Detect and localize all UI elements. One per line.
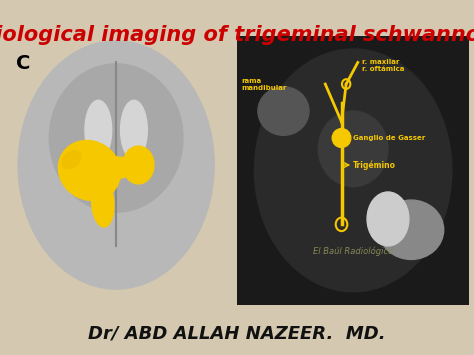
Ellipse shape — [367, 192, 409, 246]
Ellipse shape — [332, 129, 351, 147]
Text: r. maxilar
r. oftámica: r. maxilar r. oftámica — [363, 59, 405, 72]
Ellipse shape — [98, 157, 134, 179]
Text: Radiological imaging of trigeminal schwannoma.: Radiological imaging of trigeminal schwa… — [0, 25, 474, 45]
Ellipse shape — [258, 87, 309, 135]
Ellipse shape — [91, 179, 114, 227]
Ellipse shape — [123, 146, 154, 184]
Ellipse shape — [379, 200, 444, 260]
Ellipse shape — [58, 141, 120, 200]
Text: Ganglio de Gasser: Ganglio de Gasser — [353, 135, 425, 141]
Ellipse shape — [49, 64, 183, 212]
Ellipse shape — [85, 100, 112, 160]
Ellipse shape — [62, 150, 81, 169]
Text: El Baúl Radiológico: El Baúl Radiológico — [313, 247, 393, 256]
Ellipse shape — [18, 41, 214, 289]
Text: rama
mandibular: rama mandibular — [242, 77, 287, 91]
Ellipse shape — [255, 49, 452, 292]
Text: Trigémino: Trigémino — [353, 160, 396, 170]
Text: Dr/ ABD ALLAH NAZEER.  MD.: Dr/ ABD ALLAH NAZEER. MD. — [88, 325, 386, 343]
Ellipse shape — [120, 100, 147, 160]
Text: C: C — [16, 54, 30, 73]
Ellipse shape — [319, 111, 388, 187]
